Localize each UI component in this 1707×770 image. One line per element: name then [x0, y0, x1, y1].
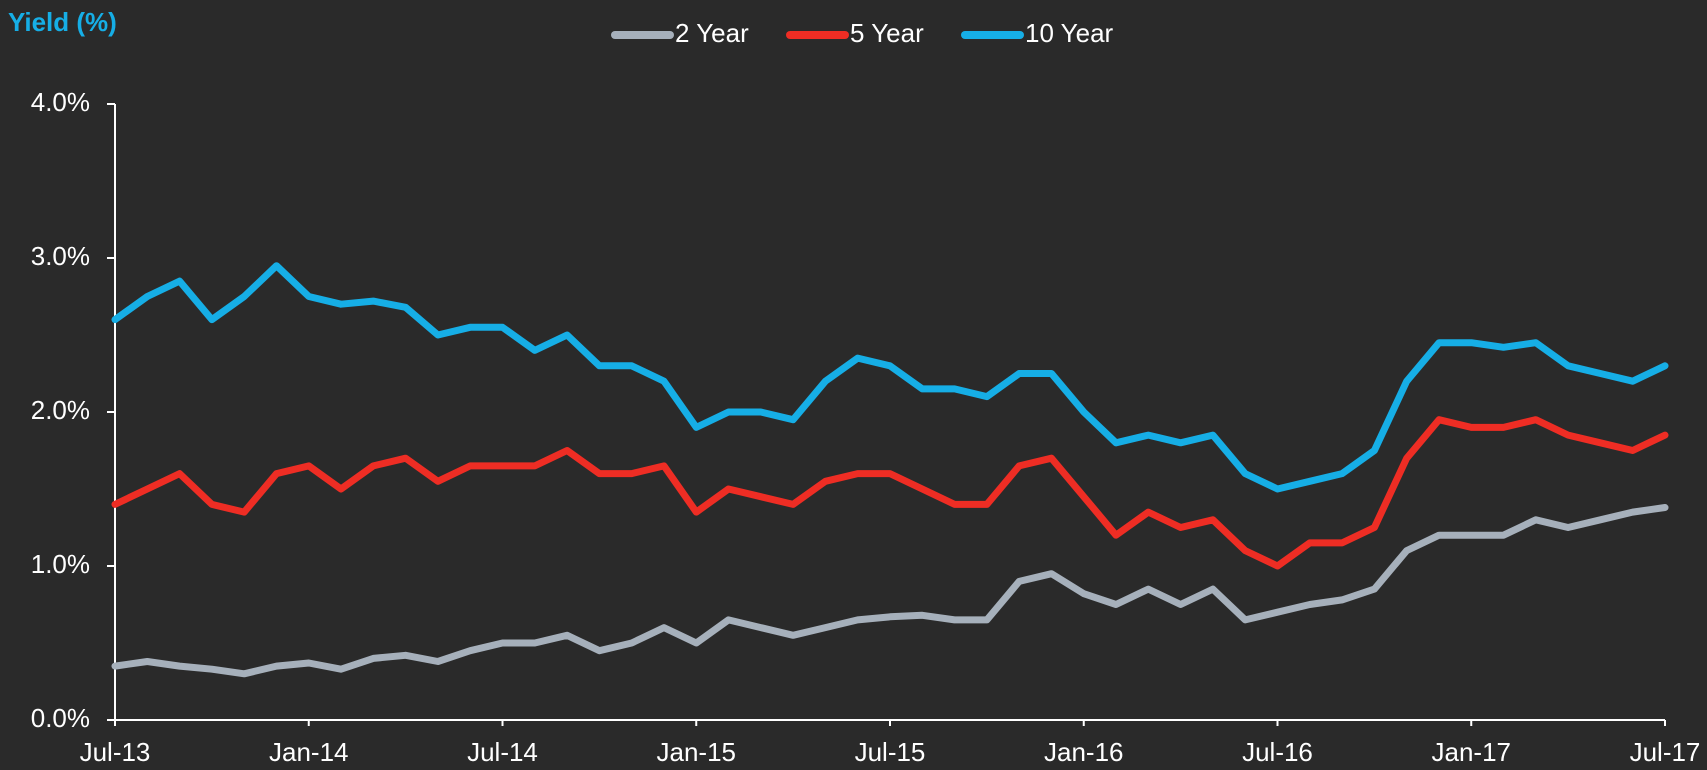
y-tick-label: 3.0% [31, 241, 90, 271]
legend-label: 2 Year [675, 18, 749, 48]
series-line [111, 416, 1669, 570]
x-tick-label: Jan-15 [657, 737, 737, 767]
x-tick-label: Jul-15 [855, 737, 926, 767]
y-tick-label: 2.0% [31, 395, 90, 425]
x-tick-label: Jul-14 [467, 737, 538, 767]
series-line [111, 504, 1669, 678]
y-tick-label: 0.0% [31, 703, 90, 733]
legend-label: 10 Year [1025, 18, 1114, 48]
x-tick-label: Jul-17 [1630, 737, 1701, 767]
series-line [111, 262, 1669, 493]
x-tick-label: Jan-16 [1044, 737, 1124, 767]
y-tick-label: 4.0% [31, 87, 90, 117]
y-tick-label: 1.0% [31, 549, 90, 579]
x-tick-label: Jul-16 [1242, 737, 1313, 767]
chart-title: Yield (%) [8, 7, 117, 37]
x-tick-label: Jul-13 [80, 737, 151, 767]
x-tick-label: Jan-14 [269, 737, 349, 767]
x-tick-label: Jan-17 [1432, 737, 1512, 767]
legend-label: 5 Year [850, 18, 924, 48]
